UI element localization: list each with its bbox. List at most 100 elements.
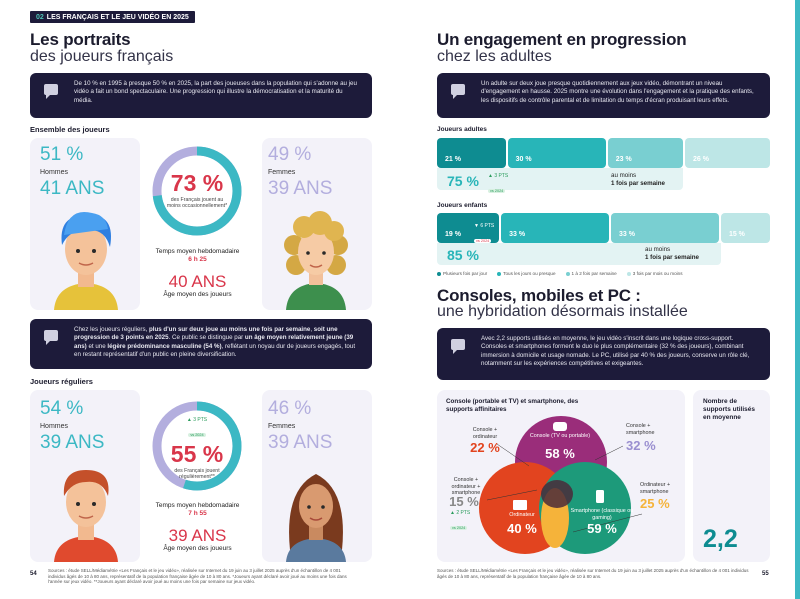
page-number-right: 55 bbox=[762, 571, 769, 577]
section-tag: 02 LES FRANÇAIS ET LE JEU VIDÉO EN 2025 bbox=[30, 11, 195, 23]
all-supports-pct: 15 % bbox=[449, 494, 479, 509]
time-label-regular: Temps moyen hebdomadaire bbox=[155, 502, 240, 509]
console-phone-pct: 32 % bbox=[626, 438, 656, 453]
laptop-icon bbox=[513, 500, 527, 510]
kids-caption-2: 1 fois par semaine bbox=[645, 254, 699, 261]
legend-dot bbox=[497, 271, 502, 276]
speech-bubble-icon bbox=[451, 84, 465, 99]
regular-intro-box: Chez les joueurs réguliers, plus d'un su… bbox=[30, 319, 372, 369]
women-label-regular: Femmes bbox=[268, 423, 296, 430]
pc-phone-pct: 25 % bbox=[640, 496, 670, 511]
donut-sub-all: des Français jouent au moins occasionnel… bbox=[166, 197, 228, 209]
time-label-all: Temps moyen hebdomadaire bbox=[155, 248, 240, 255]
right-title2-light: une hybridation désormais installée bbox=[437, 303, 688, 320]
adults-segment-1: 21 % bbox=[437, 138, 506, 168]
all-supports-label: Console + ordinateur + smartphone bbox=[451, 477, 481, 497]
frequency-legend: Plusieurs fois par jour Tous les jours ou… bbox=[437, 271, 683, 276]
adults-bar: 21 % 30 % 23 % 26 % bbox=[437, 138, 770, 168]
all-supports-delta-group: ▲ 2 PTS vs 2024 bbox=[450, 510, 470, 534]
venn-center-overlap bbox=[541, 480, 573, 508]
donut-arc-regular bbox=[152, 401, 242, 491]
adults-delta: ▲ 3 PTS bbox=[488, 173, 509, 179]
right-title-light: chez les adultes bbox=[437, 48, 552, 65]
donut-chart-all bbox=[152, 146, 242, 236]
venn-diagram bbox=[479, 416, 643, 554]
adults-total-area bbox=[437, 168, 683, 190]
man-avatar-icon bbox=[54, 211, 118, 310]
women-pct-regular: 46 % bbox=[268, 398, 312, 419]
all-supports-delta-tag: vs 2024 bbox=[450, 526, 468, 530]
legend-label: 1 à 2 fois par semaine bbox=[571, 271, 617, 276]
kids-segment-3: 33 % bbox=[611, 213, 719, 243]
speech-bubble-icon bbox=[451, 339, 465, 354]
legend-item-2: Tous les jours ou presque bbox=[497, 271, 556, 276]
adults-caption-1: au moins bbox=[611, 172, 637, 179]
right-intro-box: Un adulte sur deux joue presque quotidie… bbox=[437, 73, 770, 118]
supports-intro-text: Avec 2,2 supports utilisés en moyenne, l… bbox=[481, 335, 750, 368]
kids-caption: au moins 1 fois par semaine bbox=[645, 246, 699, 262]
right-intro-text: Un adulte sur deux joue presque quotidie… bbox=[481, 80, 754, 104]
console-pc-pct: 22 % bbox=[470, 440, 500, 455]
avg-supports-label: Nombre de supports utilisés en moyenne bbox=[703, 398, 756, 421]
men-pct-regular: 54 % bbox=[40, 398, 84, 419]
adults-label: Joueurs adultes bbox=[437, 126, 487, 133]
adults-total: 75 % bbox=[447, 173, 479, 189]
man-red-hair-avatar-icon bbox=[54, 470, 118, 562]
avg-age-regular: 39 ANS bbox=[168, 526, 227, 545]
kids-segment-2: 33 % bbox=[501, 213, 610, 243]
avg-age-label-all: Âge moyen des joueurs bbox=[163, 291, 232, 298]
right-title-bold: Un engagement en progression bbox=[437, 30, 687, 49]
footer-left: Sources : étude SELL/Médiamétrie «Les Fr… bbox=[48, 568, 347, 584]
adults-caption-2: 1 fois par semaine bbox=[611, 180, 665, 187]
kids-delta-tag: vs 2024 bbox=[474, 239, 492, 243]
women-pct-all: 49 % bbox=[268, 144, 312, 165]
pc-pct: 40 % bbox=[507, 521, 537, 536]
men-age-all: 41 ANS bbox=[40, 178, 105, 199]
kids-segment-1: 19 % bbox=[437, 213, 500, 243]
men-age-regular: 39 ANS bbox=[40, 432, 105, 453]
donut-arc-all bbox=[152, 146, 242, 236]
left-intro-text: De 10 % en 1995 à presque 50 % en 2025, … bbox=[74, 80, 357, 104]
kids-label: Joueurs enfants bbox=[437, 202, 488, 209]
all-supports-delta: ▲ 2 PTS bbox=[450, 510, 471, 516]
woman-avatar-icon bbox=[284, 211, 348, 310]
all-players-label: Ensemble des joueurs bbox=[30, 125, 110, 134]
women-age-all: 39 ANS bbox=[268, 178, 333, 199]
kids-total-area bbox=[437, 243, 721, 265]
adults-delta-tag: vs 2024 bbox=[488, 189, 506, 193]
legend-item-1: Plusieurs fois par jour bbox=[437, 271, 487, 276]
donut-pct-all: 73 % bbox=[170, 170, 224, 196]
women-age-regular: 39 ANS bbox=[268, 432, 333, 453]
woman-brown-hair-avatar-icon bbox=[286, 474, 346, 562]
adults-segment-2: 30 % bbox=[507, 138, 606, 168]
legend-dot bbox=[437, 271, 441, 276]
adults-caption: au moins 1 fois par semaine bbox=[611, 172, 665, 188]
avg-age-all: 40 ANS bbox=[168, 272, 227, 291]
kids-caption-1: au moins bbox=[645, 246, 671, 253]
legend-label: Tous les jours ou presque bbox=[503, 271, 556, 276]
legend-item-4: 3 fois par mois ou moins bbox=[626, 271, 683, 276]
left-intro-box: De 10 % en 1995 à presque 50 % en 2025, … bbox=[30, 73, 372, 118]
kids-bar: 19 % 33 % 33 % 15 % bbox=[437, 213, 770, 243]
adults-segment-3: 23 % bbox=[607, 138, 683, 168]
regular-delta: ▲ 3 PTS bbox=[186, 417, 208, 423]
pc-phone-label: Ordinateur + smartphone bbox=[640, 482, 671, 495]
donut-sub-regular: des Français jouent régulièrement** bbox=[174, 468, 220, 480]
smartphone-icon bbox=[596, 490, 604, 503]
legend-label: Plusieurs fois par jour bbox=[443, 271, 488, 276]
section-number: 02 bbox=[36, 13, 44, 21]
console-phone-label: Console + smartphone bbox=[626, 423, 655, 436]
left-title-light: des joueurs français bbox=[30, 48, 174, 65]
time-all: Temps moyen hebdomadaire 6 h 25 bbox=[155, 248, 240, 264]
console-pc-label: Console + ordinateur bbox=[472, 427, 498, 440]
donut-chart-regular bbox=[152, 401, 242, 491]
legend-dot bbox=[565, 271, 570, 276]
venn-title: Console (portable et TV) et smartphone, … bbox=[446, 398, 579, 413]
kids-delta: ▼ 6 PTS bbox=[474, 223, 495, 229]
footer-right: Sources : étude SELL/Médiamétrie «Les Fr… bbox=[437, 568, 749, 579]
donut-center-all: 73 % des Français jouent au moins occasi… bbox=[165, 170, 229, 209]
legend-label: 3 fois par mois ou moins bbox=[632, 271, 683, 276]
regular-players-label: Joueurs réguliers bbox=[30, 377, 93, 386]
right-title2-bold: Consoles, mobiles et PC : bbox=[437, 286, 641, 305]
donut-center-regular: ▲ 3 PTS vs 2024 55 % des Français jouent… bbox=[165, 417, 229, 480]
